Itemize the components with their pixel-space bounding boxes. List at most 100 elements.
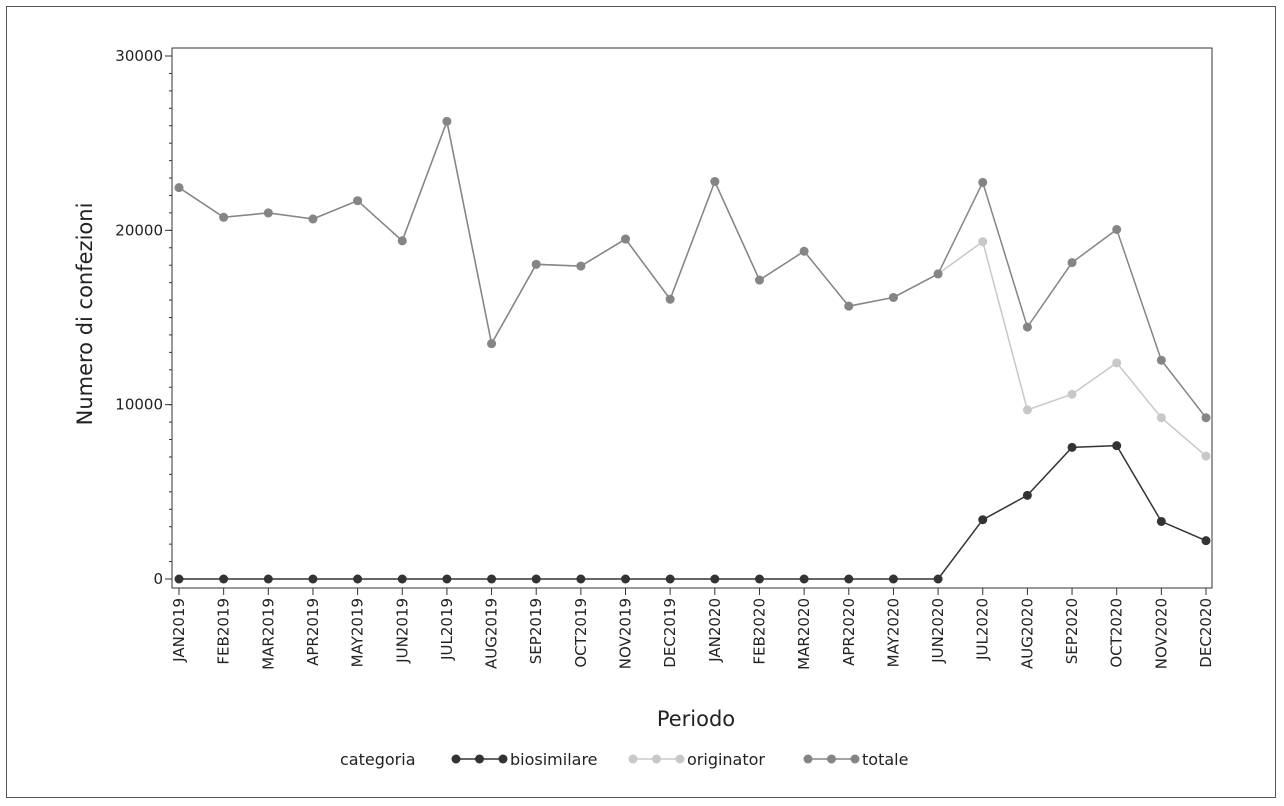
data-point-totale xyxy=(888,292,898,302)
data-point-totale xyxy=(1112,224,1122,234)
data-point-biosimilare xyxy=(531,574,541,584)
x-tick-label: DEC2019 xyxy=(661,598,679,668)
legend-marker-biosimilare xyxy=(498,754,508,764)
data-point-biosimilare xyxy=(263,574,273,584)
data-point-originator xyxy=(1201,451,1211,461)
data-point-totale xyxy=(1022,322,1032,332)
series-line-biosimilare xyxy=(179,444,1207,580)
data-point-biosimilare xyxy=(621,574,631,584)
data-point-originator xyxy=(1067,389,1077,399)
data-point-biosimilare xyxy=(397,574,407,584)
data-point-totale xyxy=(263,208,273,218)
series-line-originator xyxy=(178,118,1207,457)
data-point-originator xyxy=(1112,358,1122,368)
data-point-totale xyxy=(174,183,184,193)
x-tick-label: JUL2020 xyxy=(974,598,992,661)
data-point-totale xyxy=(933,269,943,279)
data-point-totale xyxy=(308,214,318,224)
data-point-totale xyxy=(665,294,675,304)
legend-marker-biosimilare xyxy=(475,754,484,764)
x-tick-label: APR2019 xyxy=(304,598,322,666)
x-tick-label: NOV2019 xyxy=(617,598,635,669)
x-tick-label: MAY2020 xyxy=(884,598,902,667)
data-point-biosimilare xyxy=(174,574,184,584)
y-tick-label: 0 xyxy=(153,570,163,588)
x-tick-label: NOV2020 xyxy=(1152,598,1170,669)
x-tick-label: MAR2019 xyxy=(259,598,277,670)
y-axis-title: Numero di confezioni xyxy=(73,203,97,426)
x-tick-label: AUG2020 xyxy=(1018,598,1036,669)
data-point-biosimilare xyxy=(933,574,943,584)
data-point-totale xyxy=(844,301,854,311)
data-point-totale xyxy=(1201,413,1211,423)
data-point-totale xyxy=(799,246,809,256)
legend-marker-totale xyxy=(850,754,860,764)
x-tick-label: JAN2019 xyxy=(170,598,188,663)
series-line-totale xyxy=(178,118,1207,419)
data-point-totale xyxy=(978,177,988,187)
legend-marker-biosimilare xyxy=(451,754,461,764)
x-axis-title: Periodo xyxy=(657,707,735,731)
data-point-totale xyxy=(1067,258,1077,268)
x-tick-label: JUN2020 xyxy=(929,598,947,664)
legend-label-originator: originator xyxy=(687,750,765,769)
data-point-biosimilare xyxy=(308,574,318,584)
legend-title: categoria xyxy=(340,750,416,769)
data-point-biosimilare xyxy=(888,574,898,584)
x-tick-label: JUL2019 xyxy=(438,598,456,661)
legend-marker-originator xyxy=(652,754,661,764)
data-point-totale xyxy=(1156,355,1166,365)
x-tick-label: SEP2019 xyxy=(527,598,545,664)
legend-label-biosimilare: biosimilare xyxy=(510,750,598,769)
data-point-biosimilare xyxy=(1022,490,1032,500)
data-point-biosimilare xyxy=(1112,441,1122,451)
data-point-biosimilare xyxy=(844,574,854,584)
x-tick-label: APR2020 xyxy=(840,598,858,666)
x-tick-label: JUN2019 xyxy=(393,598,411,664)
x-tick-label: OCT2020 xyxy=(1108,598,1126,668)
data-point-originator xyxy=(1156,413,1166,423)
chart-frame xyxy=(6,6,1276,798)
data-point-totale xyxy=(219,212,229,222)
data-point-totale xyxy=(621,234,631,244)
data-point-originator xyxy=(978,237,988,247)
data-point-biosimilare xyxy=(1156,516,1166,526)
legend-marker-totale xyxy=(827,754,836,764)
y-tick-label: 10000 xyxy=(115,396,163,414)
x-tick-label: SEP2020 xyxy=(1063,598,1081,664)
x-tick-label: DEC2020 xyxy=(1197,598,1215,668)
data-point-biosimilare xyxy=(754,574,764,584)
data-point-totale xyxy=(397,236,407,246)
data-point-biosimilare xyxy=(978,515,988,525)
data-point-totale xyxy=(710,177,720,187)
data-point-biosimilare xyxy=(576,574,586,584)
x-tick-label: MAY2019 xyxy=(349,598,367,667)
data-point-biosimilare xyxy=(1201,536,1211,546)
x-tick-label: FEB2019 xyxy=(215,598,233,665)
legend-marker-originator xyxy=(628,754,638,764)
legend-marker-originator xyxy=(675,754,685,764)
x-tick-label: MAR2020 xyxy=(795,598,813,670)
data-point-totale xyxy=(442,116,452,126)
y-tick-label: 20000 xyxy=(115,221,163,239)
data-point-biosimilare xyxy=(799,574,809,584)
data-point-biosimilare xyxy=(487,574,497,584)
data-point-biosimilare xyxy=(353,574,363,584)
y-tick-label: 30000 xyxy=(115,47,163,65)
data-point-totale xyxy=(754,275,764,285)
data-point-biosimilare xyxy=(710,574,720,584)
data-point-totale xyxy=(576,261,586,271)
x-tick-label: AUG2019 xyxy=(483,598,501,669)
plot-area xyxy=(171,47,1213,589)
x-tick-label: FEB2020 xyxy=(750,598,768,665)
data-point-biosimilare xyxy=(1067,442,1077,452)
legend-label-totale: totale xyxy=(862,750,908,769)
data-point-biosimilare xyxy=(219,574,229,584)
data-point-originator xyxy=(1022,405,1032,415)
data-point-totale xyxy=(487,339,497,349)
x-tick-label: OCT2019 xyxy=(572,598,590,668)
data-point-biosimilare xyxy=(665,574,675,584)
data-point-totale xyxy=(353,196,363,206)
data-point-biosimilare xyxy=(442,574,452,584)
